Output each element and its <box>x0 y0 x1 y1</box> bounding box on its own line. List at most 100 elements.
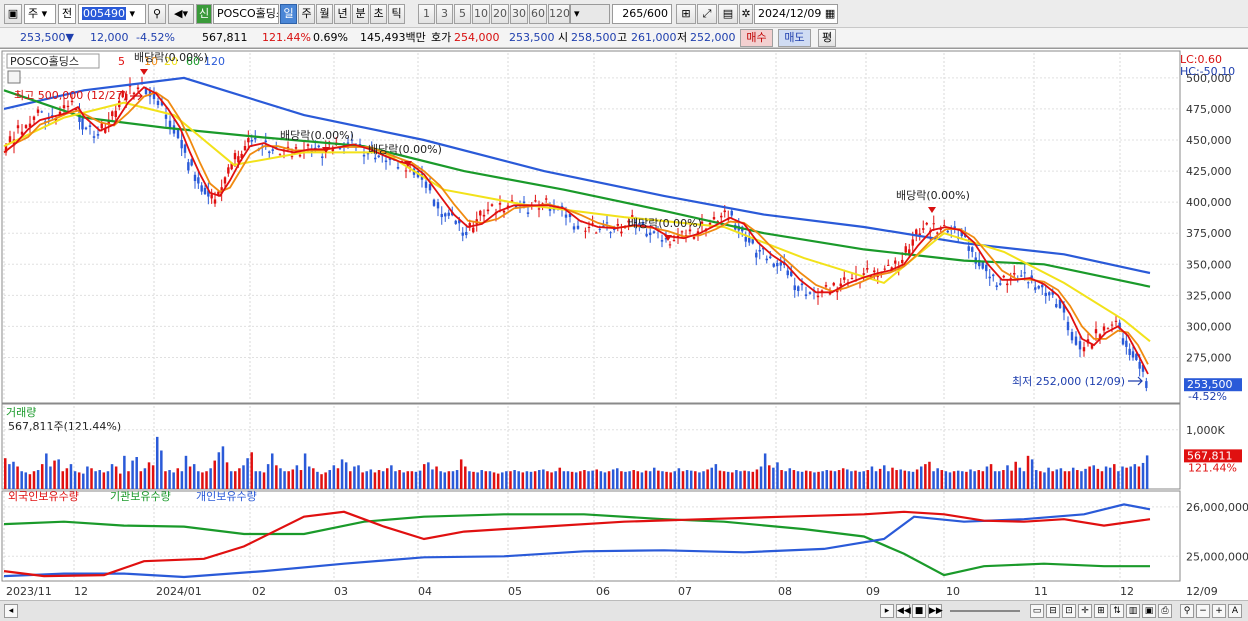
forward-icon[interactable]: ▶▶ <box>928 604 943 618</box>
grid-tool-icon[interactable]: ⊞ <box>676 4 696 24</box>
layout3-icon[interactable]: ⊡ <box>1062 604 1076 618</box>
compare-icon[interactable]: ⇅ <box>1110 604 1124 618</box>
volume-bar <box>229 471 233 489</box>
x-tick-label: 11 <box>1034 585 1048 598</box>
sell-button[interactable]: 매도 <box>778 29 811 47</box>
interval-button-5[interactable]: 5 <box>454 4 471 24</box>
chart-area[interactable]: 500,000 475,000 450,000 425,000 400,000 375,0… <box>0 48 1248 600</box>
holdings-legend-2: 개인보유수량 <box>196 490 257 503</box>
speaker-icon[interactable]: ◀▾ <box>168 4 194 24</box>
candle-body <box>286 146 290 148</box>
candle-body <box>696 231 700 234</box>
volume-bar <box>459 459 463 489</box>
layout2-icon[interactable]: ⊟ <box>1046 604 1060 618</box>
candle-body <box>350 139 354 141</box>
period-button-3[interactable]: 년 <box>334 4 351 24</box>
volume-bar <box>1039 471 1042 489</box>
stock-code-input[interactable]: 005490 ▾ <box>78 4 146 24</box>
buy-button[interactable]: 매수 <box>740 29 773 47</box>
stock-legend-box <box>6 53 100 69</box>
period-button-1[interactable]: 주 <box>298 4 315 24</box>
interval-button-30[interactable]: 30 <box>510 4 528 24</box>
volume-bar <box>919 466 923 489</box>
volume-bar <box>669 472 672 489</box>
candle-body <box>114 110 117 118</box>
search-icon[interactable]: ⚲ <box>148 4 166 24</box>
stop-icon[interactable]: ■ <box>912 604 926 618</box>
font-size-icon[interactable]: A <box>1228 604 1242 618</box>
candle-body <box>207 190 210 197</box>
interval-button-3[interactable]: 3 <box>436 4 453 24</box>
candle-body <box>346 142 350 144</box>
market-select[interactable]: 주 ▾ <box>24 4 56 24</box>
candle-body <box>568 213 572 218</box>
chart-menu-icon[interactable]: ▣ <box>4 4 22 24</box>
volume-bar <box>710 467 714 489</box>
candle-body <box>168 120 172 130</box>
volume-bar <box>817 471 820 489</box>
gear-icon[interactable]: ✲ <box>739 4 753 24</box>
interval-button-10[interactable]: 10 <box>472 4 490 24</box>
x-tick-label: 07 <box>678 585 692 598</box>
candle-body <box>164 114 168 119</box>
zoom-search-icon[interactable]: ⚲ <box>1180 604 1194 618</box>
print-icon[interactable]: ⎙ <box>1158 604 1172 618</box>
zoom-slider[interactable] <box>950 610 1020 612</box>
ma60-line <box>3 89 1151 288</box>
save-icon[interactable]: ▤ <box>718 4 738 24</box>
scroll-right-icon[interactable]: ▸ <box>880 604 894 618</box>
volume-bar <box>168 470 171 489</box>
volume-bar <box>1055 469 1059 489</box>
zoom-in-icon[interactable]: + <box>1212 604 1226 618</box>
scroll-left-icon[interactable]: ◂ <box>4 604 18 618</box>
candle-body <box>995 285 998 287</box>
stock-name-field[interactable]: POSCO홀딩스 <box>213 4 279 24</box>
candle-body <box>765 258 768 261</box>
image-icon[interactable]: ▣ <box>1142 604 1156 618</box>
candle-body <box>1074 336 1078 345</box>
candle-body <box>1145 381 1148 388</box>
volume-bar <box>1010 470 1013 489</box>
date-input[interactable]: 2024/12/09 ▦ <box>754 4 838 24</box>
mode-select[interactable]: 전 <box>58 4 76 24</box>
interval-button-60[interactable]: 60 <box>529 4 547 24</box>
candle-body <box>908 249 911 256</box>
x-tick-label: 04 <box>418 585 432 598</box>
draw-tool-icon[interactable]: ⤢ <box>697 4 717 24</box>
current-price-tag-label: 253,500 <box>1187 378 1233 391</box>
split-icon[interactable]: ⊞ <box>1094 604 1108 618</box>
period-button-5[interactable]: 초 <box>370 4 387 24</box>
eval-button[interactable]: 평 <box>818 29 836 47</box>
volume-bar <box>632 470 635 489</box>
volume-bar <box>1014 461 1017 489</box>
dividend-arrow-icon <box>928 207 936 213</box>
candle-body <box>51 115 54 117</box>
layout-icon[interactable]: ▭ <box>1030 604 1044 618</box>
interval-button-20[interactable]: 20 <box>491 4 509 24</box>
period-button-0[interactable]: 일 <box>280 4 297 24</box>
volume-bar <box>706 469 709 489</box>
count-input[interactable]: 265/600 <box>612 4 672 24</box>
candle-body <box>960 231 963 237</box>
interval-button-120[interactable]: 120 <box>548 4 570 24</box>
individual-line <box>3 503 1151 579</box>
chart-type-icon[interactable]: ▥ <box>1126 604 1140 618</box>
volume-bar <box>16 466 19 489</box>
period-button-2[interactable]: 월 <box>316 4 333 24</box>
volume-bar <box>944 471 948 489</box>
volume-bar <box>123 455 126 489</box>
volume-bar <box>82 473 85 489</box>
volume-bar <box>611 469 615 489</box>
candle-body <box>869 275 872 278</box>
period-button-4[interactable]: 분 <box>352 4 369 24</box>
volume-bar <box>1022 471 1026 489</box>
custom-interval-select[interactable]: ▾ <box>570 4 610 24</box>
candle-body <box>92 136 96 138</box>
crosshair-icon[interactable]: ✛ <box>1078 604 1092 618</box>
max-count: /600 <box>643 7 668 20</box>
zoom-out-icon[interactable]: − <box>1196 604 1210 618</box>
period-button-6[interactable]: 틱 <box>388 4 405 24</box>
interval-button-1[interactable]: 1 <box>418 4 435 24</box>
rewind-icon[interactable]: ◀◀ <box>896 604 911 618</box>
candle-body <box>751 238 754 244</box>
